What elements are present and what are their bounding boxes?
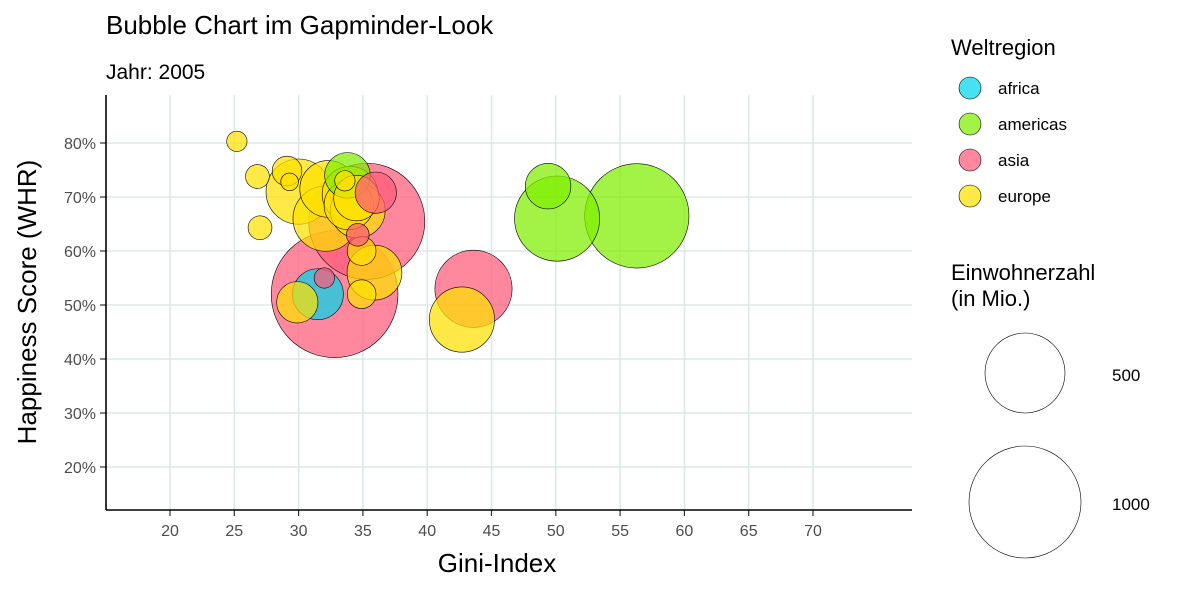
bubble-europe xyxy=(346,279,377,309)
y-tick-label: 40% xyxy=(64,352,96,369)
x-tick-label: 30 xyxy=(290,523,308,540)
legend-key-africa xyxy=(958,76,982,100)
size-legend: Einwohnerzahl (in Mio.) 500 1000 xyxy=(951,260,1150,559)
x-tick-label: 70 xyxy=(804,523,822,540)
size-legend-circle-500 xyxy=(984,332,1066,414)
bubble-europe xyxy=(247,215,273,241)
bubble-europe xyxy=(245,164,270,189)
x-tick-label: 65 xyxy=(740,523,758,540)
legend-label-asia: asia xyxy=(998,151,1030,170)
legend-label-africa: africa xyxy=(998,79,1040,98)
x-tick-label: 45 xyxy=(483,523,501,540)
size-legend-label-500: 500 xyxy=(1112,366,1140,385)
y-tick-label: 80% xyxy=(64,136,96,153)
x-tick-label: 25 xyxy=(225,523,243,540)
y-tick-label: 20% xyxy=(64,460,96,477)
chart-title: Bubble Chart im Gapminder-Look xyxy=(106,10,494,40)
x-tick-label: 60 xyxy=(676,523,694,540)
bubble-asia xyxy=(354,171,397,214)
x-axis-title: Gini-Index xyxy=(438,548,557,578)
size-legend-subtitle: (in Mio.) xyxy=(951,286,1030,311)
x-tick-label: 50 xyxy=(547,523,565,540)
bubble-europe xyxy=(429,286,495,353)
bubble-europe xyxy=(276,281,319,324)
legend-label-americas: americas xyxy=(998,115,1067,134)
bubble-americas xyxy=(525,163,572,210)
bubble-europe xyxy=(334,170,356,192)
y-tick-label: 60% xyxy=(64,244,96,261)
y-tick-label: 50% xyxy=(64,298,96,315)
x-tick-label: 20 xyxy=(161,523,179,540)
bubble-asia xyxy=(346,223,370,247)
size-legend-circle-1000 xyxy=(968,445,1082,559)
legend-key-americas xyxy=(958,112,982,136)
x-tick-label: 35 xyxy=(354,523,372,540)
bubble-asia xyxy=(313,267,335,289)
x-tick-label: 55 xyxy=(611,523,629,540)
bubble-europe xyxy=(226,130,248,152)
chart-subtitle: Jahr: 2005 xyxy=(106,61,205,84)
gridlines xyxy=(106,95,912,510)
legend-key-europe xyxy=(958,184,982,208)
axes: 20 25 30 35 40 45 50 55 60 65 70 20% 30% 40% 50% 60% 70%… xyxy=(64,95,912,540)
size-legend-title: Einwohnerzahl xyxy=(951,260,1095,285)
legend-label-europe: europe xyxy=(998,187,1051,206)
color-legend: Weltregion africa americas asia europe xyxy=(951,35,1067,208)
y-tick-label: 30% xyxy=(64,406,96,423)
legend-key-asia xyxy=(958,148,982,172)
x-tick-label: 40 xyxy=(418,523,436,540)
bubble-europe xyxy=(280,172,299,191)
y-tick-label: 70% xyxy=(64,190,96,207)
color-legend-title: Weltregion xyxy=(951,35,1056,60)
y-axis-title: Happiness Score (WHR) xyxy=(12,160,42,445)
size-legend-label-1000: 1000 xyxy=(1112,495,1150,514)
bubble-americas xyxy=(584,163,690,269)
bubbles xyxy=(226,130,690,358)
